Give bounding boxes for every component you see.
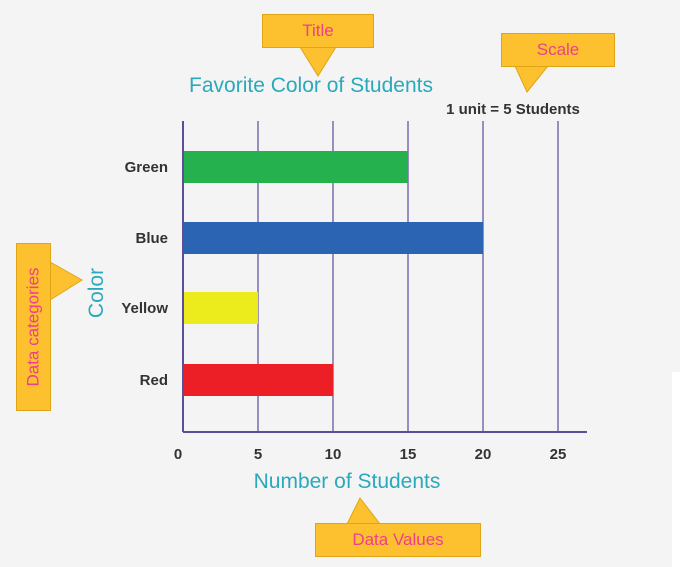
bar-red <box>183 364 333 396</box>
y-tick-label: Yellow <box>121 300 168 317</box>
callout-values-box: Data Values <box>315 523 481 557</box>
bar-blue <box>183 222 483 254</box>
background-corner <box>672 372 680 567</box>
callout-title-text: Title <box>302 21 334 40</box>
chart-title: Favorite Color of Students <box>189 74 433 97</box>
y-axis-label: Color <box>85 268 108 318</box>
scale-note: 1 unit = 5 Students <box>446 101 580 118</box>
callout-categories-box: Data categories <box>16 243 51 411</box>
x-axis-label: Number of Students <box>254 470 441 493</box>
callout-scale-box: Scale <box>501 33 615 67</box>
callout-title-pointer <box>299 46 337 77</box>
y-tick-label: Green <box>125 159 168 176</box>
callout-categories-text: Data categories <box>23 267 43 387</box>
y-tick-label: Blue <box>135 230 168 247</box>
callout-values-pointer <box>346 497 382 525</box>
y-tick-label: Red <box>140 372 168 389</box>
callout-title-box: Title <box>262 14 374 48</box>
x-tick-label: 20 <box>475 446 492 463</box>
x-tick-label: 25 <box>550 446 567 463</box>
x-tick-label: 0 <box>174 446 182 463</box>
x-tick-label: 10 <box>325 446 342 463</box>
x-tick-label: 15 <box>400 446 417 463</box>
bar-green <box>183 151 408 183</box>
bar-yellow <box>183 292 258 324</box>
callout-scale-pointer <box>514 65 550 93</box>
callout-scale-text: Scale <box>536 40 580 59</box>
callout-categories-pointer <box>49 261 83 301</box>
callout-values-text: Data Values <box>352 530 444 549</box>
x-tick-label: 5 <box>254 446 262 463</box>
